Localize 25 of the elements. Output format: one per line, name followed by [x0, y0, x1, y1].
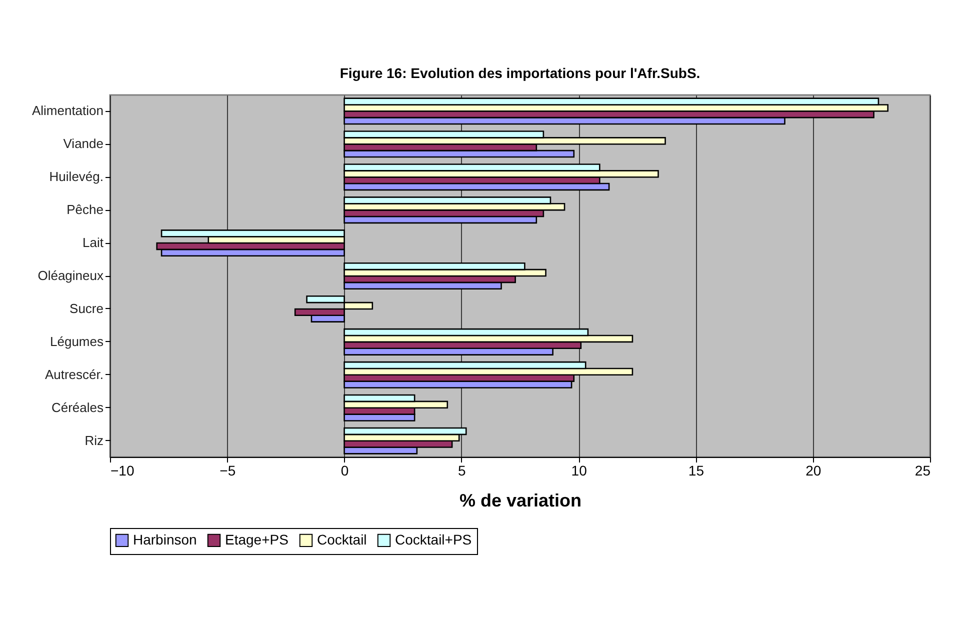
y-tick-label: Oléagineux: [38, 268, 104, 283]
x-tick-label: 25: [914, 462, 931, 478]
y-tick-label: Pêche: [66, 202, 104, 218]
y-tick-label: Légumes: [50, 334, 104, 349]
x-tick-label: 20: [806, 462, 822, 478]
chart-title: Figure 16: Evolution des importations pour l'Afr.SubS.: [340, 65, 700, 81]
legend-label: Cocktail: [317, 531, 367, 548]
x-tick-label: 10: [571, 462, 588, 478]
x-tick-label: 15: [688, 462, 704, 478]
legend-label: Etage+PS: [225, 531, 288, 548]
x-axis-title: % de variation: [459, 490, 582, 510]
x-tick-label: −10: [110, 462, 134, 478]
y-tick-label: Alimentation: [32, 103, 104, 118]
legend-label: Harbinson: [133, 531, 197, 548]
x-tick-label: 0: [340, 462, 349, 478]
y-tick-label: Céréales: [51, 400, 104, 415]
y-tick-label: Huilevég.: [49, 169, 104, 184]
y-tick-label: Riz: [84, 432, 104, 448]
x-tick-label: 5: [458, 462, 466, 478]
y-tick-label: Sucre: [70, 300, 104, 316]
x-tick-label: −5: [220, 462, 236, 478]
legend-label: Cocktail+PS: [395, 531, 472, 548]
y-tick-label: Lait: [82, 235, 104, 250]
y-tick-label: Autrescér.: [44, 366, 104, 382]
y-tick-label: Viande: [63, 136, 104, 152]
